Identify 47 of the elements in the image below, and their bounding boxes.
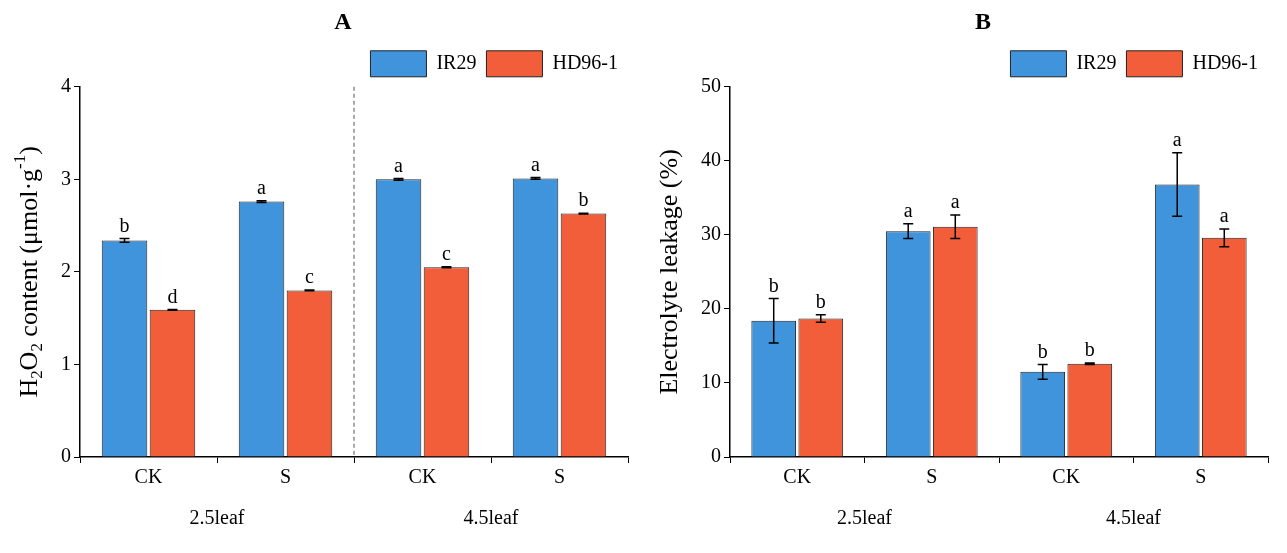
x-tick-label: CK bbox=[783, 465, 812, 488]
chart-title: B bbox=[974, 7, 992, 34]
data-label: c bbox=[442, 242, 452, 265]
y-tick-label: 0 bbox=[711, 444, 721, 467]
legend-label: IR29 bbox=[1076, 51, 1117, 74]
data-label: b bbox=[119, 213, 130, 236]
y-tick-label: 30 bbox=[701, 222, 721, 245]
text: 2.5leaf bbox=[837, 506, 893, 529]
x-tick-label: CK bbox=[408, 465, 437, 488]
x-tick-label: S bbox=[553, 465, 566, 488]
text: 2.5leaf bbox=[189, 506, 245, 529]
data-label: b bbox=[768, 273, 779, 296]
data-label: b bbox=[815, 290, 826, 313]
y-tick-label: 40 bbox=[701, 148, 721, 171]
data-label: a bbox=[950, 190, 960, 213]
y-tick-label: 50 bbox=[701, 74, 721, 97]
y-tick-label: 0 bbox=[61, 444, 71, 467]
y-tick-label: 1 bbox=[61, 351, 71, 374]
text: 4.5leaf bbox=[463, 506, 519, 529]
legend-label: HD96-1 bbox=[1192, 51, 1258, 74]
y-axis-title: H2O2 content (μmol·g-1) bbox=[10, 146, 47, 398]
data-label: a bbox=[257, 175, 267, 198]
x-tick-label: S bbox=[279, 465, 292, 488]
y-tick-label: 20 bbox=[701, 296, 721, 319]
x-tick-label: CK bbox=[1052, 465, 1081, 488]
y-axis-title: Electrolyte leakage (%) bbox=[653, 149, 683, 395]
data-label: b bbox=[1037, 339, 1048, 362]
y-tick-label: 10 bbox=[701, 370, 721, 393]
data-label: d bbox=[167, 284, 178, 307]
data-label: a bbox=[531, 152, 541, 175]
y-tick-label: 3 bbox=[61, 166, 71, 189]
data-label: c bbox=[305, 265, 315, 288]
y-tick-label: 2 bbox=[61, 259, 71, 282]
data-label: b bbox=[578, 188, 589, 211]
legend-label: HD96-1 bbox=[552, 51, 618, 74]
data-label: a bbox=[1219, 204, 1229, 227]
legend-label: IR29 bbox=[436, 51, 477, 74]
text: 4.5leaf bbox=[1106, 506, 1162, 529]
y-tick-label: 4 bbox=[61, 74, 71, 97]
x-tick-label: S bbox=[1195, 465, 1207, 488]
chart-title: A bbox=[334, 7, 353, 34]
data-label: a bbox=[903, 199, 913, 222]
x-tick-label: CK bbox=[134, 465, 163, 488]
data-label: a bbox=[1172, 127, 1182, 150]
x-tick-label: S bbox=[926, 465, 938, 488]
data-label: a bbox=[394, 153, 404, 176]
data-label: b bbox=[1084, 338, 1095, 361]
